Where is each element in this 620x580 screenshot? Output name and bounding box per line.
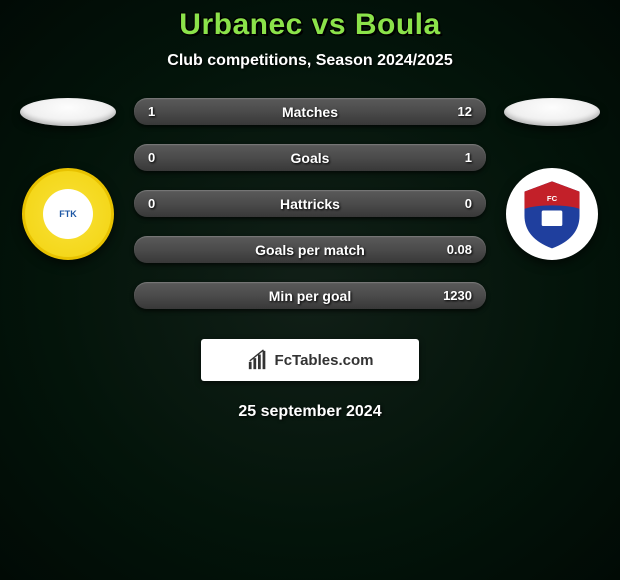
right-club-shield-icon: FC bbox=[509, 171, 595, 257]
stat-label: Min per goal bbox=[134, 288, 486, 304]
comparison-layout: FTK 1 Matches 12 0 Goals 1 0 Hattricks 0… bbox=[0, 98, 620, 309]
stat-row-goals: 0 Goals 1 bbox=[134, 144, 486, 171]
left-club-initials: FTK bbox=[43, 189, 93, 239]
stat-label: Goals per match bbox=[134, 242, 486, 258]
subtitle: Club competitions, Season 2024/2025 bbox=[167, 52, 452, 70]
comparison-card: Urbanec vs Boula Club competitions, Seas… bbox=[0, 0, 620, 580]
stat-right-value: 0 bbox=[465, 196, 472, 211]
attribution-box: FcTables.com bbox=[201, 339, 419, 381]
svg-text:FC: FC bbox=[547, 194, 558, 203]
date-text: 25 september 2024 bbox=[238, 403, 381, 421]
stat-row-matches: 1 Matches 12 bbox=[134, 98, 486, 125]
stat-right-value: 12 bbox=[458, 104, 472, 119]
left-club-badge: FTK bbox=[22, 168, 114, 260]
stat-label: Hattricks bbox=[134, 196, 486, 212]
left-player-column: FTK bbox=[8, 98, 128, 309]
stat-right-value: 1230 bbox=[443, 288, 472, 303]
left-player-head-icon bbox=[20, 98, 116, 126]
stat-row-min-per-goal: Min per goal 1230 bbox=[134, 282, 486, 309]
stat-label: Goals bbox=[134, 150, 486, 166]
page-title: Urbanec vs Boula bbox=[179, 8, 440, 42]
attribution-text: FcTables.com bbox=[275, 352, 374, 369]
right-player-column: FC bbox=[492, 98, 612, 309]
stat-right-value: 1 bbox=[465, 150, 472, 165]
stat-right-value: 0.08 bbox=[447, 242, 472, 257]
stat-label: Matches bbox=[134, 104, 486, 120]
bar-chart-icon bbox=[247, 349, 269, 371]
right-player-head-icon bbox=[504, 98, 600, 126]
stat-row-hattricks: 0 Hattricks 0 bbox=[134, 190, 486, 217]
stats-list: 1 Matches 12 0 Goals 1 0 Hattricks 0 Goa… bbox=[134, 98, 486, 309]
stat-row-goals-per-match: Goals per match 0.08 bbox=[134, 236, 486, 263]
right-club-badge: FC bbox=[506, 168, 598, 260]
